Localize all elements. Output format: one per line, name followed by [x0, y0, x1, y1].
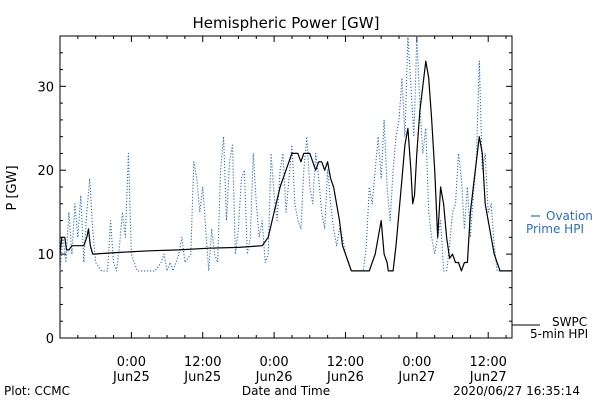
legend: Ovation Prime HPI SWPC 5-min HPI: [512, 209, 593, 341]
x-tick-date-label: Jun25: [112, 370, 150, 385]
x-tick-time-label: 12:00: [469, 355, 506, 370]
x-tick-date-label: Jun26: [326, 370, 364, 385]
y-tick-label: 30: [37, 80, 54, 95]
x-tick-date-label: Jun26: [255, 370, 293, 385]
footer-plot-credit: Plot: CCMC: [4, 384, 70, 398]
y-tick-label: 10: [37, 248, 54, 263]
legend-ovation-label-2: Prime HPI: [526, 222, 584, 236]
x-tick-date-label: Jun25: [183, 370, 221, 385]
footer-timestamp: 2020/06/27 16:35:14: [453, 384, 580, 398]
plot-frame: [59, 35, 513, 339]
legend-swpc-label-1: SWPC: [552, 315, 587, 329]
x-tick-time-label: 12:00: [327, 355, 364, 370]
x-tick-date-label: Jun27: [397, 370, 435, 385]
x-tick-time-label: 12:00: [184, 355, 221, 370]
x-tick-time-label: 0:00: [260, 355, 289, 370]
chart-title: Hemispheric Power [GW]: [193, 14, 380, 32]
y-axis-ticks: 0 10 20 30: [37, 35, 512, 347]
x-tick-time-label: 0:00: [117, 355, 146, 370]
x-tick-date-label: Jun27: [469, 370, 507, 385]
legend-ovation-label-1: Ovation: [546, 209, 593, 223]
y-tick-label: 0: [46, 332, 54, 347]
series-swpc-line: [59, 60, 512, 272]
y-tick-label: 20: [37, 164, 54, 179]
legend-swpc-label-2: 5-min HPI: [530, 327, 588, 341]
y-axis-label: P [GW]: [5, 165, 20, 210]
x-axis-label: Date and Time: [242, 384, 330, 398]
series-ovation-prime-line: [59, 35, 512, 272]
x-tick-time-label: 0:00: [402, 355, 431, 370]
series-layer: [59, 35, 512, 272]
x-axis-ticks: 0:00Jun2512:00Jun250:00Jun2612:00Jun260:…: [59, 36, 507, 385]
